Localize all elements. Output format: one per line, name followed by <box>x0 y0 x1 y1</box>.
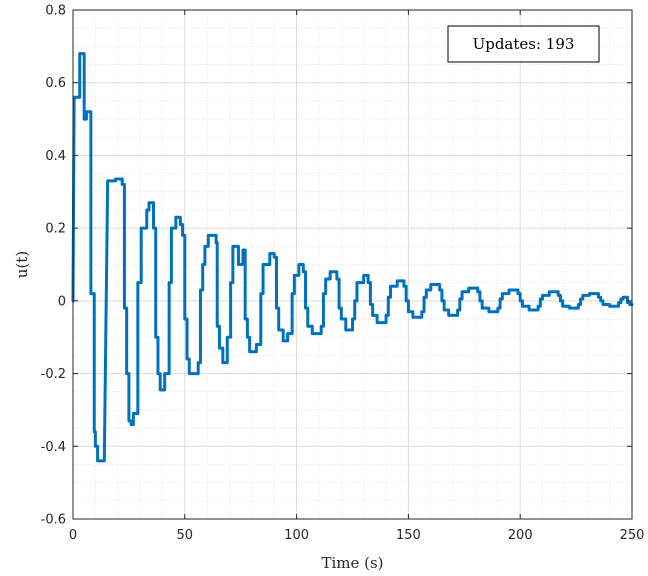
x-tick-label: 100 <box>284 528 309 543</box>
y-tick-label: 0.2 <box>45 222 66 237</box>
ticks: 0 50 100 150 200 250 -0.6 -0.4 -0.2 0 0.2 0.4 0.6 0.8 <box>41 4 645 544</box>
y-tick-label: -0.6 <box>41 513 66 528</box>
y-tick-label: 0.8 <box>45 4 66 19</box>
series-layer <box>71 52 634 463</box>
x-tick-label: 50 <box>177 528 194 543</box>
annotation-text: Updates: 193 <box>473 35 575 53</box>
x-tick-label: 0 <box>69 528 77 543</box>
y-axis-label: u(t) <box>13 251 31 278</box>
y-tick-label: 0.4 <box>45 149 66 164</box>
updates-annotation: Updates: 193 <box>447 25 600 63</box>
annotation-box <box>447 25 600 63</box>
x-axis-label: Time (s) <box>321 554 383 572</box>
x-tick-label: 200 <box>508 528 533 543</box>
y-tick-label: -0.2 <box>41 367 66 382</box>
x-tick-label: 250 <box>620 528 645 543</box>
plot-area: 0 50 100 150 200 250 -0.6 -0.4 -0.2 0 0.2 0.4 0.6 0.8 <box>41 4 645 544</box>
minor-grid <box>73 10 632 519</box>
x-tick-label: 150 <box>396 528 421 543</box>
y-tick-label: 0 <box>58 294 66 309</box>
series-line-u <box>71 52 634 463</box>
y-tick-label: 0.6 <box>45 76 66 91</box>
y-tick-label: -0.4 <box>41 440 66 455</box>
axes-frame <box>72 9 633 520</box>
